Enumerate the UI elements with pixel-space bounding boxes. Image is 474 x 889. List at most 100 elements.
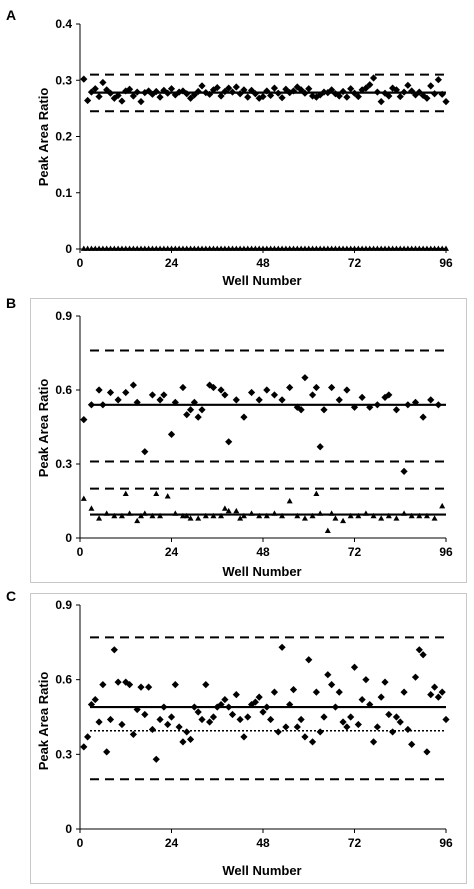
data-point-triangle-a xyxy=(321,245,327,251)
data-point-triangle-b xyxy=(138,512,144,519)
data-point-diamond-c xyxy=(202,681,210,689)
data-point-triangle-a xyxy=(359,245,366,251)
data-point-triangle-b xyxy=(324,527,331,533)
data-point-diamond-c xyxy=(411,673,420,681)
chart-panel-a: A 0 0.1 0.2 0.3 0.4 0 24 48 72 96 Well Number Pea… xyxy=(0,0,474,292)
data-point-diamond-c xyxy=(221,695,229,704)
data-point-diamond-a xyxy=(236,90,244,98)
data-point-diamond-c xyxy=(415,646,423,654)
data-point-diamond-b xyxy=(80,416,88,424)
data-point-diamond-a xyxy=(221,87,229,96)
x-tick-label-c: 24 xyxy=(165,836,179,850)
data-point-diamond-a xyxy=(125,85,134,93)
data-point-diamond-a xyxy=(198,82,206,90)
data-point-diamond-a xyxy=(164,89,172,97)
chart-frame-c xyxy=(30,593,467,884)
data-point-diamond-b xyxy=(385,391,393,399)
data-point-triangle-b xyxy=(385,512,392,519)
chart-c-svg: C 0 0.3 0.6 0.9 0 24 48 72 96 Well Number Peak A… xyxy=(6,589,467,884)
x-tick-label-b: 24 xyxy=(165,545,179,559)
data-point-triangle-a xyxy=(92,245,99,251)
data-point-diamond-b xyxy=(434,401,442,409)
data-point-diamond-c xyxy=(331,703,340,711)
data-point-diamond-c xyxy=(347,713,355,721)
data-point-diamond-a xyxy=(167,85,176,93)
data-point-triangle-b xyxy=(286,498,293,504)
data-point-triangle-b xyxy=(225,507,232,514)
data-point-diamond-c xyxy=(103,748,111,756)
data-point-triangle-b xyxy=(80,495,87,501)
data-point-diamond-a xyxy=(106,89,115,97)
data-point-diamond-c xyxy=(362,676,370,684)
data-point-triangle-b xyxy=(96,515,103,521)
data-point-diamond-b xyxy=(286,383,294,392)
data-point-diamond-c xyxy=(141,710,149,719)
data-point-diamond-c xyxy=(343,723,351,731)
chart-panel-c: C 0 0.3 0.6 0.9 0 24 48 72 96 Well Number Peak A… xyxy=(0,589,474,889)
data-point-triangle-b xyxy=(153,490,160,496)
data-point-triangle-a xyxy=(160,245,167,251)
data-point-diamond-c xyxy=(297,715,305,724)
data-point-triangle-b xyxy=(431,515,438,521)
data-point-diamond-c xyxy=(160,703,168,711)
data-point-diamond-c xyxy=(106,715,115,724)
data-point-triangle-a xyxy=(294,245,301,251)
data-point-diamond-c xyxy=(312,688,320,696)
data-point-diamond-c xyxy=(198,715,206,724)
data-point-triangle-a xyxy=(80,245,87,251)
data-point-diamond-c xyxy=(381,678,389,686)
data-point-diamond-c xyxy=(419,651,427,659)
data-point-triangle-a xyxy=(248,245,255,251)
data-point-diamond-c xyxy=(274,728,282,736)
data-point-triangle-a xyxy=(179,245,186,251)
data-point-diamond-b xyxy=(366,403,374,411)
data-point-diamond-c xyxy=(164,720,172,729)
data-point-triangle-a xyxy=(282,245,289,251)
data-point-diamond-c xyxy=(179,738,187,746)
data-point-diamond-c xyxy=(369,738,378,746)
data-point-triangle-b xyxy=(248,510,255,516)
data-point-triangle-a xyxy=(309,245,316,251)
data-point-diamond-c xyxy=(278,643,286,651)
data-point-diamond-c xyxy=(110,646,118,654)
x-tick-label-a: 0 xyxy=(77,256,84,270)
data-point-diamond-c xyxy=(286,700,294,709)
data-point-triangle-a xyxy=(252,245,259,251)
y-axis-title-a: Peak Area Ratio xyxy=(36,88,51,187)
data-point-diamond-a xyxy=(427,82,435,90)
data-point-diamond-c xyxy=(118,720,126,729)
data-point-triangle-b xyxy=(122,490,129,496)
plot-area-b: 0 0.3 0.6 0.9 0 24 48 72 96 xyxy=(55,309,453,559)
data-point-triangle-b xyxy=(103,510,110,516)
y-tick-label-a: 0.2 xyxy=(55,130,72,144)
data-point-diamond-b xyxy=(308,391,317,399)
data-point-triangle-a xyxy=(118,245,125,251)
data-point-diamond-c xyxy=(95,718,103,726)
data-point-diamond-a xyxy=(251,90,259,98)
x-tick-label-a: 48 xyxy=(256,256,270,270)
data-point-triangle-b xyxy=(355,512,362,519)
data-point-diamond-a xyxy=(434,76,442,84)
data-point-diamond-c xyxy=(240,733,248,741)
data-point-diamond-c xyxy=(400,688,408,696)
data-point-diamond-a xyxy=(225,84,233,92)
data-point-diamond-a xyxy=(240,86,248,94)
data-point-triangle-a xyxy=(401,245,408,251)
x-axis-title-c: Well Number xyxy=(222,863,301,878)
data-point-diamond-b xyxy=(114,396,122,404)
data-point-diamond-b xyxy=(129,381,137,389)
y-tick-label-c: 0.3 xyxy=(55,747,72,761)
data-point-triangle-a xyxy=(279,245,286,251)
data-point-triangle-b xyxy=(149,512,156,519)
x-tick-label-a: 96 xyxy=(439,256,453,270)
data-point-triangle-a xyxy=(267,245,274,251)
data-point-diamond-b xyxy=(343,386,351,394)
y-axis-title-b: Peak Area Ratio xyxy=(36,379,51,478)
data-point-diamond-b xyxy=(209,383,218,392)
data-point-diamond-a xyxy=(244,93,252,101)
data-point-triangle-b xyxy=(317,510,324,516)
data-point-triangle-a xyxy=(206,245,213,251)
data-point-diamond-c xyxy=(175,723,183,731)
y-tick-label-b: 0.6 xyxy=(55,383,72,397)
data-point-diamond-a xyxy=(118,97,126,105)
